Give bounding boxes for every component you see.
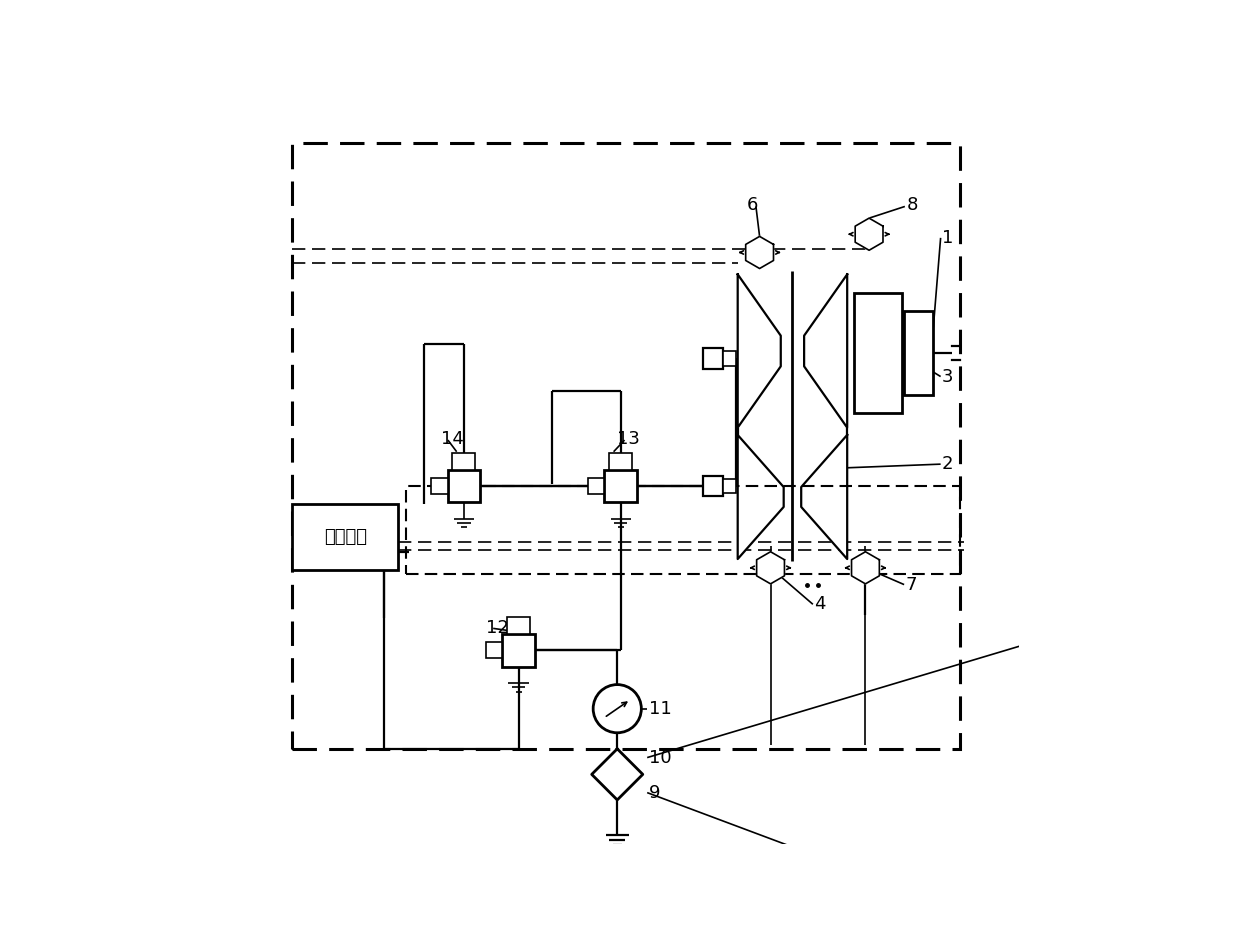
Bar (453, 453, 475, 469)
Polygon shape (756, 552, 785, 584)
Bar (432, 478, 448, 494)
Polygon shape (852, 552, 879, 584)
Polygon shape (738, 435, 784, 559)
Bar (405, 486, 960, 574)
Bar (293, 143, 960, 749)
Polygon shape (856, 218, 883, 250)
Text: 2: 2 (942, 455, 954, 473)
Bar (854, 293, 901, 413)
Bar (604, 469, 637, 502)
Text: 8: 8 (906, 196, 918, 214)
Text: 3: 3 (942, 368, 954, 386)
Text: 9: 9 (649, 784, 660, 802)
Bar (723, 351, 737, 366)
Bar (904, 311, 934, 394)
Polygon shape (591, 749, 642, 800)
Text: 7: 7 (905, 575, 918, 593)
Bar (589, 478, 604, 494)
Bar (448, 469, 480, 502)
Polygon shape (738, 274, 781, 428)
Polygon shape (804, 274, 847, 428)
Bar (703, 348, 723, 369)
Polygon shape (745, 236, 774, 268)
Text: 14: 14 (440, 429, 464, 447)
Text: 10: 10 (649, 749, 671, 767)
Bar (486, 642, 502, 659)
Polygon shape (801, 435, 847, 559)
Bar (502, 634, 536, 666)
Text: 1: 1 (942, 228, 954, 246)
Text: 13: 13 (618, 429, 640, 447)
Text: 6: 6 (748, 196, 759, 214)
Bar (609, 453, 632, 469)
Bar (723, 479, 737, 493)
Bar (507, 617, 531, 634)
Bar (293, 504, 398, 570)
Bar (703, 476, 723, 496)
Text: 11: 11 (649, 700, 671, 718)
Text: 12: 12 (486, 619, 508, 637)
Text: 4: 4 (815, 595, 826, 613)
Text: 控制单元: 控制单元 (324, 528, 367, 546)
